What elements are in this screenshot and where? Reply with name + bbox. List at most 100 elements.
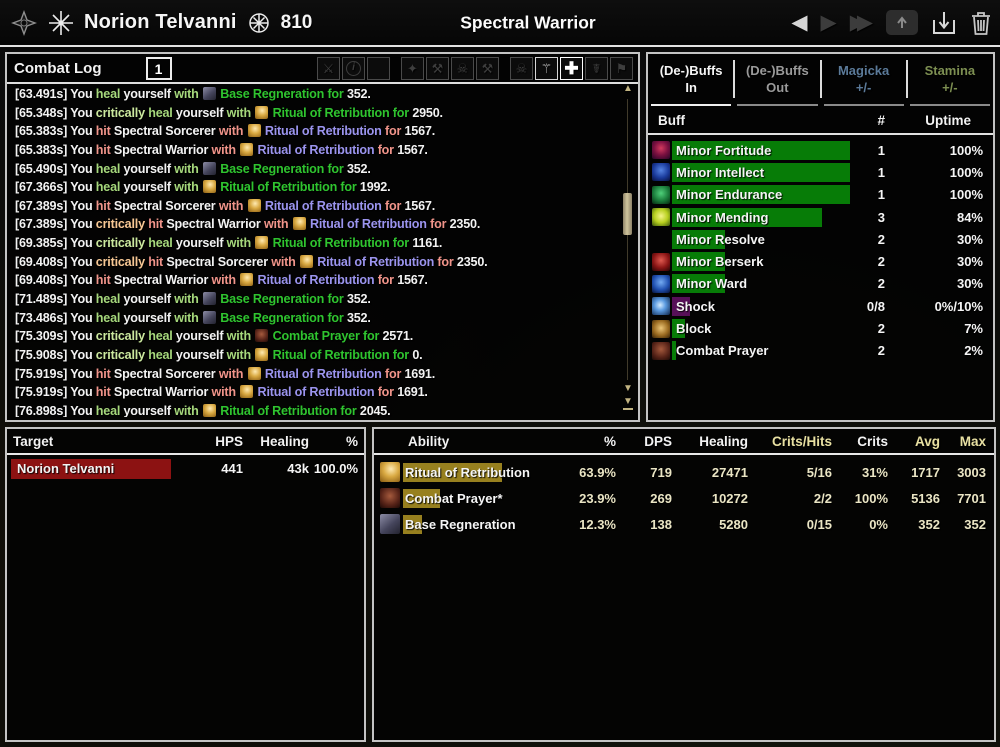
scrollbar-thumb[interactable] [623, 193, 632, 235]
ability-column-header: Ability [408, 433, 450, 449]
ability-icon [202, 180, 216, 194]
scroll-down-icon[interactable]: ▼ [623, 383, 633, 394]
buff-uptime: 2% [964, 343, 983, 359]
ability-name: Combat Prayer* [405, 490, 503, 506]
buff-uptime: 30% [956, 254, 983, 270]
log-scrollbar[interactable]: ▲ ▼ ▼ [620, 83, 636, 416]
buff-row: Minor Berserk 2 30% [652, 250, 989, 272]
ability-dps: 719 [650, 464, 672, 480]
scroll-to-end-icon[interactable]: ▼ [623, 397, 633, 410]
log-row: [69.408s] You critically hit Spectral Wa… [15, 273, 428, 288]
buff-row: Minor Mending 3 84% [652, 206, 989, 228]
buff-rows: Minor Fortitude 1 100% Minor Intellect 1… [648, 135, 993, 362]
ability-dps: 269 [650, 490, 672, 506]
uptime-bar [672, 296, 690, 316]
contribution-bar [403, 488, 440, 508]
ability-avg: 352 [918, 516, 940, 532]
ability-icon [202, 292, 216, 306]
buff-count: 1 [877, 187, 885, 203]
ability-panel: Ability % DPS Healing Crits/Hits Crits A… [372, 427, 996, 742]
tab-stamina[interactable]: Stamina +/- [907, 56, 993, 108]
col-uptime: Uptime [925, 113, 971, 128]
scroll-up-icon[interactable]: ▲ [623, 83, 633, 94]
ability-icon [240, 273, 254, 287]
tab-buffs-in[interactable]: (De-)Buffs In [648, 56, 736, 108]
star-icon [48, 10, 74, 36]
fight-title: Spectral Warrior [460, 12, 596, 32]
buff-uptime: 84% [956, 209, 983, 225]
tab-healing-in-icon[interactable]: ✚ [560, 57, 583, 80]
buff-icon [652, 185, 670, 204]
last-fight-button[interactable]: ▶▶ [849, 11, 873, 34]
ability-max: 352 [964, 516, 986, 532]
upload-button[interactable] [886, 10, 918, 35]
tab-chart-icon[interactable] [367, 57, 390, 80]
log-row: [65.383s] You critically hit Spectral Wa… [15, 142, 428, 157]
tab-info-icon[interactable]: i [342, 57, 365, 80]
ability-icon [247, 366, 261, 380]
log-row: [76.898s] You critically heal yourself w… [15, 403, 391, 417]
ability-icon [247, 124, 261, 138]
prev-fight-button[interactable]: ◀ [791, 11, 808, 34]
tab-weapons-icon[interactable]: ⚔ [317, 57, 340, 80]
buff-count: 3 [877, 209, 885, 225]
buff-name: Minor Endurance [676, 187, 783, 203]
ability-pct: 23.9% [579, 490, 616, 506]
log-row: [69.408s] You critically hit Spectral So… [15, 254, 488, 269]
log-row: [65.348s] You critically heal yourself w… [15, 105, 443, 120]
buff-row: Minor Resolve 2 30% [652, 228, 989, 250]
delete-fight-button[interactable] [970, 10, 992, 36]
ability-icon [240, 385, 254, 399]
buff-count: 0/8 [866, 298, 885, 314]
tab-underline [909, 104, 990, 106]
tab-damage-in-icon[interactable]: ☠ [451, 57, 474, 80]
ability-column-header: DPS [644, 433, 672, 449]
uptime-bar [672, 274, 726, 294]
buff-row: Minor Endurance 1 100% [652, 184, 989, 206]
col-pct: % [345, 433, 358, 449]
ability-column-header: Avg [914, 433, 940, 449]
ability-healing: 10272 [711, 490, 748, 506]
ability-dps: 138 [650, 516, 672, 532]
col-target: Target [13, 433, 54, 449]
ability-name: Base Regneration [405, 516, 516, 532]
tab-group-damage-out-icon[interactable]: ⚒ [476, 57, 499, 80]
target-panel: Target HPS Healing % Norion Telvanni 441… [5, 427, 366, 742]
tab-group-damage-in-icon[interactable]: ☠ [510, 57, 533, 80]
tab-buffs-out[interactable]: (De-)Buffs Out [734, 56, 822, 108]
tab-swirl-icon[interactable]: ✦ [401, 57, 424, 80]
target-pct: 100.0% [313, 461, 358, 476]
ability-icon [202, 161, 216, 175]
uptime-bar [672, 140, 850, 160]
log-row: [75.919s] You critically hit Spectral Wa… [15, 385, 428, 400]
tab-resources-icon[interactable]: ⚑ [610, 57, 633, 80]
uptime-bar [672, 207, 822, 227]
tab-deaths-icon[interactable]: ☤ [585, 57, 608, 80]
uptime-bar [672, 229, 726, 249]
buff-icon [652, 319, 670, 338]
ability-icon [380, 514, 400, 534]
tab-healing-out-icon[interactable]: ⚚ [535, 57, 558, 80]
ability-column-header: % [603, 433, 616, 449]
buff-uptime: 100% [949, 164, 983, 180]
buff-row: Minor Fortitude 1 100% [652, 139, 989, 161]
uptime-bar [672, 341, 676, 361]
log-row: [65.383s] You critically hit Spectral So… [15, 124, 435, 139]
ability-max: 7701 [957, 490, 986, 506]
contribution-bar [403, 462, 502, 482]
next-fight-button[interactable]: ▶ [820, 11, 837, 34]
contribution-bar [403, 514, 423, 534]
buff-uptime: 7% [964, 321, 983, 337]
buff-icon [652, 141, 670, 160]
buff-icon [652, 230, 670, 248]
ability-icon [202, 310, 216, 324]
tab-damage-out-icon[interactable]: ⚒ [426, 57, 449, 80]
tab-magicka[interactable]: Magicka +/- [821, 56, 909, 108]
ability-icon [299, 254, 313, 268]
buff-name: Minor Mending [676, 209, 769, 225]
buff-name: Minor Resolve [676, 231, 765, 247]
buff-row: Shock 0/8 0%/10% [652, 295, 989, 317]
save-fight-button[interactable] [931, 10, 957, 36]
ability-crits: 31% [861, 464, 888, 480]
log-row: [75.919s] You critically hit Spectral So… [15, 366, 435, 381]
